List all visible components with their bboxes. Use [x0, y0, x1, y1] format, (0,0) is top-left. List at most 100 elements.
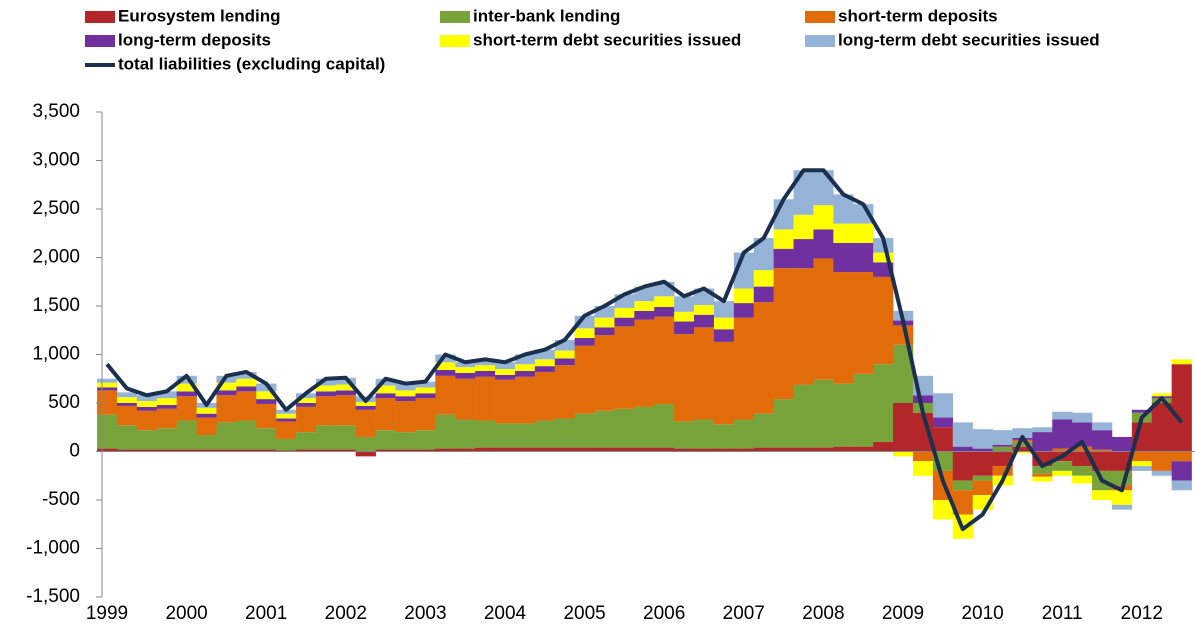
bar-segment — [594, 410, 615, 448]
bar-segment — [833, 446, 854, 452]
bar-segment — [1052, 448, 1073, 452]
bar-segment — [634, 301, 655, 311]
legend-label: long-term debt securities issued — [838, 30, 1100, 49]
bar-segment — [873, 276, 894, 365]
bar-segment — [1131, 466, 1153, 471]
bar-segment — [156, 391, 177, 399]
bar-segment — [554, 350, 575, 359]
bar-segment — [335, 395, 357, 426]
bar-segment — [853, 204, 874, 224]
bar-segment — [674, 421, 695, 449]
bar-segment — [276, 421, 297, 439]
bar-segment — [375, 449, 396, 452]
y-tick-label: 3,000 — [32, 150, 80, 171]
legend-label: short-term deposits — [838, 6, 998, 25]
bar-segment — [773, 268, 794, 400]
bar-segment — [216, 395, 237, 423]
x-tick-label: 2008 — [802, 603, 844, 624]
bar-segment — [375, 398, 396, 431]
bar-segment — [694, 419, 715, 449]
bar-segment — [216, 390, 237, 396]
y-tick-label: 500 — [48, 392, 80, 413]
bar-segment — [435, 414, 456, 449]
legend-label: inter-bank lending — [473, 6, 620, 25]
x-tick-label: 2010 — [961, 603, 1003, 624]
bar-segment — [773, 248, 794, 269]
bar-segment — [1131, 461, 1153, 467]
bar-segment — [1151, 393, 1172, 397]
bar-segment — [614, 447, 635, 452]
bar-segment — [793, 268, 814, 385]
legend-swatch — [805, 35, 835, 47]
bar-segment — [594, 317, 615, 328]
bar-segment — [1012, 441, 1033, 447]
bar-segment — [375, 385, 396, 394]
bars — [97, 170, 1192, 539]
bar-segment — [952, 490, 973, 515]
bar-segment — [1151, 470, 1172, 476]
x-tick-label: 2003 — [404, 603, 446, 624]
bar-segment — [972, 448, 993, 452]
bar-segment — [136, 401, 158, 407]
bar-segment — [873, 364, 894, 442]
bar-segment — [136, 395, 158, 402]
bar-segment — [1012, 446, 1033, 452]
bar-segment — [594, 306, 615, 318]
x-tick-label: 2007 — [723, 603, 765, 624]
bar-segment — [1151, 451, 1172, 471]
bar-segment — [455, 362, 476, 368]
bar-segment — [554, 447, 575, 452]
bar-segment — [554, 365, 575, 419]
bar-segment — [1072, 446, 1093, 452]
bar-segment — [932, 427, 954, 452]
bar-segment — [1131, 409, 1153, 413]
bar-segment — [315, 391, 337, 397]
bar-segment — [1032, 473, 1053, 477]
bar-segment — [674, 296, 695, 312]
bar-segment — [97, 448, 118, 452]
x-tick-label: 2012 — [1121, 603, 1163, 624]
bar-segment — [594, 447, 615, 452]
bar-segment — [415, 393, 436, 399]
bar-segment — [455, 378, 476, 420]
bar-segment — [116, 425, 138, 450]
bar-segment — [514, 423, 536, 448]
legend-swatch — [805, 11, 835, 23]
bar-segment — [753, 270, 774, 287]
x-tick-label: 2001 — [245, 603, 287, 624]
bar-segment — [694, 448, 715, 452]
bar-segment — [793, 214, 814, 240]
bar-segment — [236, 449, 257, 452]
bar-segment — [972, 480, 993, 496]
bar-segment — [514, 364, 536, 371]
bar-segment — [634, 406, 655, 448]
bar-segment — [156, 449, 177, 452]
bar-segment — [176, 391, 197, 397]
bar-segment — [216, 422, 237, 450]
bar-segment — [514, 376, 536, 424]
bar-segment — [315, 378, 337, 386]
bar-segment — [116, 449, 138, 452]
bar-segment — [355, 402, 376, 406]
bar-segment — [753, 238, 774, 271]
bar-segment — [97, 382, 118, 388]
bar-segment — [972, 451, 993, 476]
bar-segment — [415, 430, 436, 450]
bar-segment — [534, 366, 556, 372]
bar-segment — [136, 449, 158, 452]
y-tick-label: -500 — [42, 489, 80, 510]
bar-segment — [315, 425, 337, 450]
bar-segment — [1092, 430, 1113, 450]
bar-segment — [674, 311, 695, 322]
bar-segment — [753, 413, 774, 448]
bar-segment — [1171, 480, 1192, 491]
y-tick-label: 1,000 — [32, 344, 80, 365]
bar-segment — [694, 327, 715, 420]
legend-label: short-term debt securities issued — [473, 30, 741, 49]
bar-segment — [713, 301, 735, 318]
bar-segment — [574, 345, 595, 414]
bar-segment — [952, 480, 973, 491]
bar-segment — [435, 448, 456, 452]
bar-segment — [156, 398, 177, 405]
